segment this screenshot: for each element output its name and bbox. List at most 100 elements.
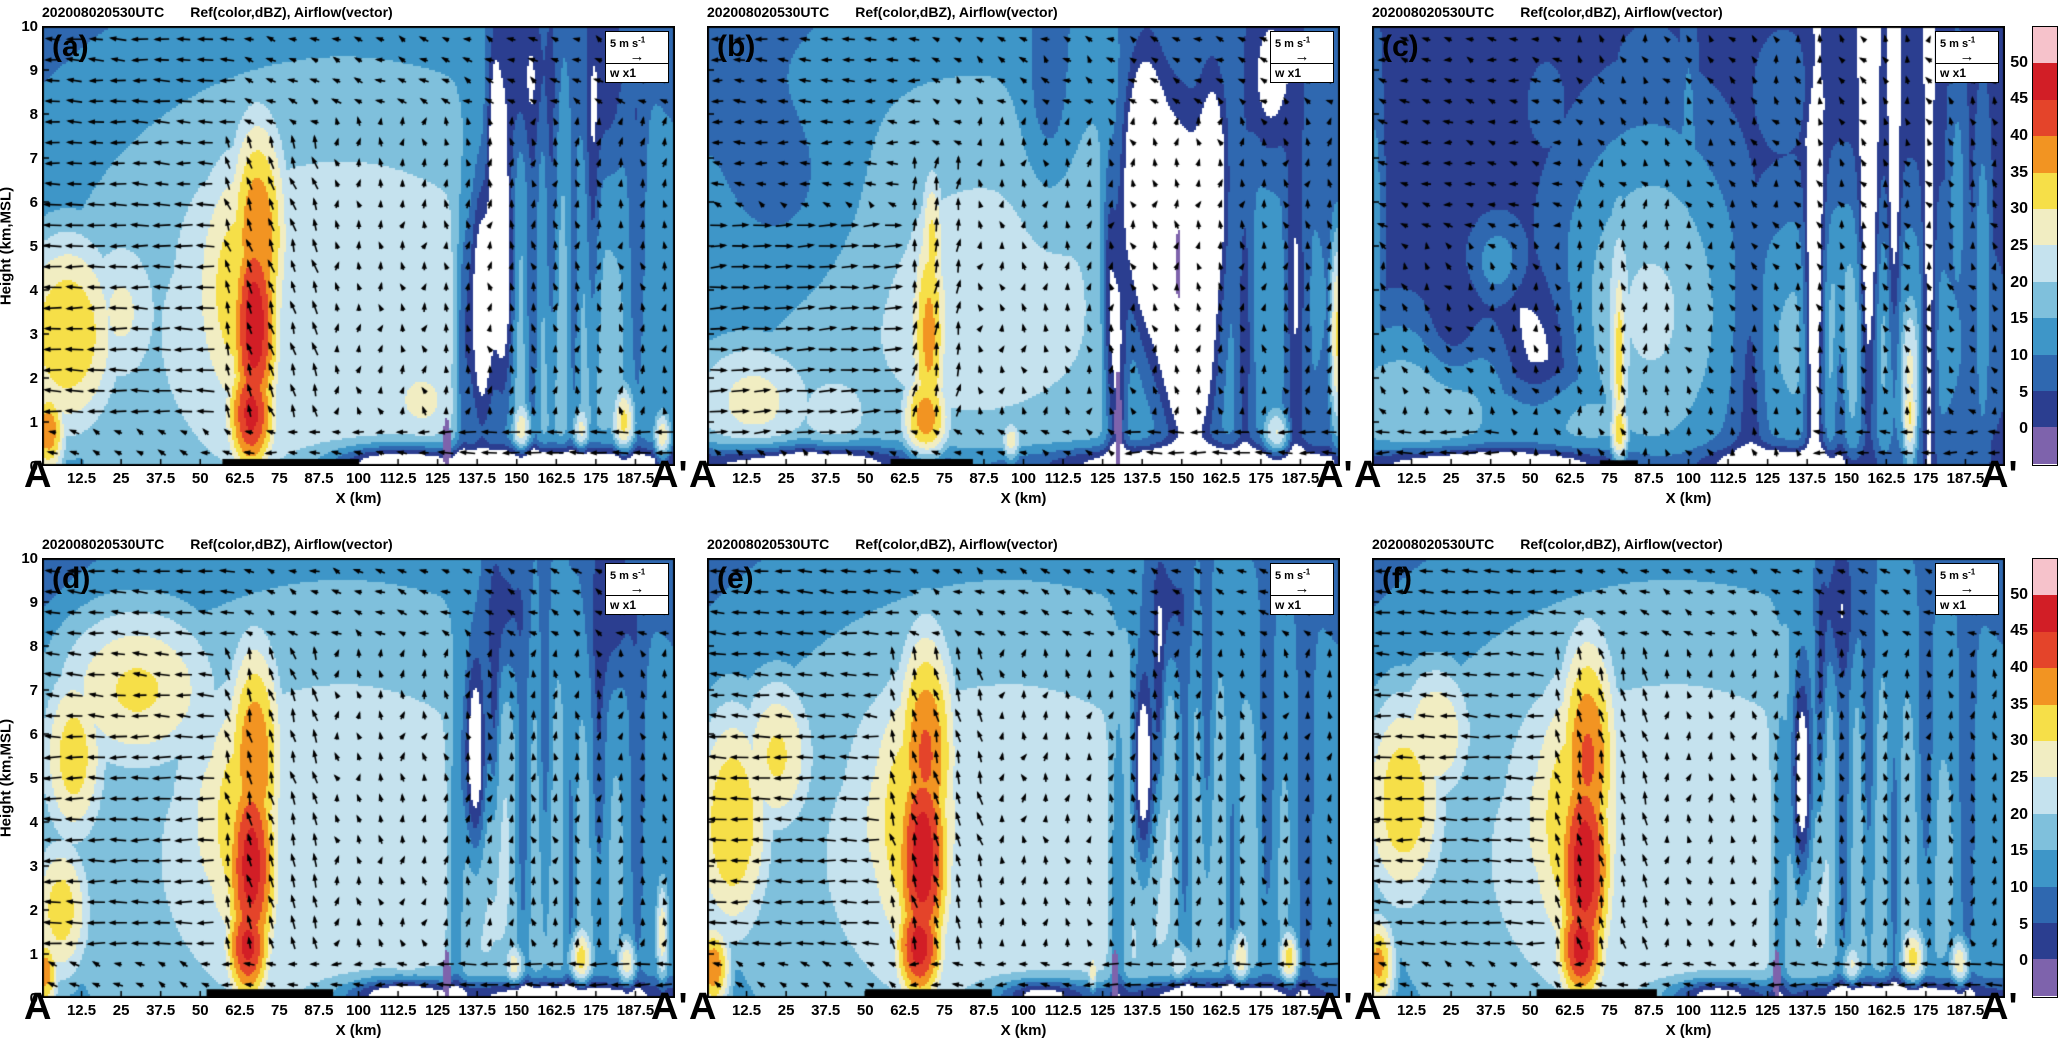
colorbar-segment — [2033, 391, 2057, 428]
colorbar-tick-label: 25 — [2010, 237, 2028, 254]
vector-scale-top: 5 m s-1 → — [1271, 564, 1333, 596]
vector-scale-top: 5 m s-1 → — [1271, 32, 1333, 64]
panel-label-d: (d) — [52, 562, 91, 595]
reflectivity-vector-canvas-f — [1372, 558, 2005, 998]
x-tick-label: 150 — [504, 470, 530, 487]
vector-scale-speed-label: 5 m s-1 — [610, 567, 646, 582]
x-tick-label: 112.5 — [379, 470, 417, 487]
section-marker-end: A' — [1316, 454, 1353, 496]
x-tick-label: 187.5 — [1946, 470, 1985, 487]
colorbar-segment — [2033, 27, 2057, 64]
colorbar — [2032, 558, 2058, 998]
vector-scale-top: 5 m s-1 → — [606, 564, 668, 596]
panel-label-a: (a) — [52, 30, 89, 63]
vector-scale-arrow-icon: → — [629, 580, 645, 597]
x-tick-label: 100 — [1675, 470, 1702, 487]
x-tick-label: 12.5 — [66, 470, 97, 487]
x-tick-label: 137.5 — [1123, 1002, 1161, 1019]
vector-scale-w-label: w x1 — [1940, 598, 1967, 612]
y-tick-label: 6 — [29, 726, 38, 743]
vector-scale-w-label: w x1 — [610, 66, 637, 80]
colorbar-segment — [2033, 354, 2057, 392]
y-axis-label: Height (km,MSL) — [0, 186, 15, 306]
section-marker-end: A' — [1981, 454, 2018, 496]
panel-title: 202008020530UTC Ref(color,dBZ), Airflow(v… — [42, 536, 393, 552]
panel-label-b: (b) — [717, 30, 756, 63]
x-tick-label: 75 — [936, 1002, 953, 1019]
x-tick-label: 75 — [1601, 470, 1618, 487]
colorbar-tick-label: 40 — [2010, 127, 2028, 144]
x-tick-label: 62.5 — [1555, 470, 1585, 487]
x-tick-label: 125 — [1090, 470, 1116, 487]
panel-title: 202008020530UTC Ref(color,dBZ), Airflow(v… — [1372, 4, 1723, 20]
vector-scale-legend: 5 m s-1 → w x1 — [1935, 31, 1999, 83]
section-marker-start: A — [1354, 454, 1382, 496]
x-tick-label: 175 — [1913, 470, 1939, 487]
vector-scale-speed-label: 5 m s-1 — [1275, 35, 1311, 50]
colorbar-segment — [2033, 245, 2057, 282]
x-tick-label: 137.5 — [1788, 470, 1826, 487]
x-tick-label: 87.5 — [1634, 1002, 1664, 1019]
reflectivity-vector-canvas-a — [42, 26, 675, 466]
x-tick-label: 175 — [1248, 470, 1274, 487]
x-tick-label: 50 — [1521, 470, 1539, 487]
y-tick-label: 0 — [29, 458, 38, 475]
x-tick-label: 187.5 — [1281, 1002, 1320, 1019]
x-tick-label: 112.5 — [1044, 1002, 1082, 1019]
colorbar-segment — [2033, 172, 2057, 210]
colorbar-tick-label: 15 — [2010, 842, 2028, 860]
vector-scale-arrow-icon: → — [1294, 580, 1310, 597]
x-tick-label: 150 — [1834, 470, 1860, 487]
y-tick-label: 1 — [29, 946, 38, 963]
x-tick-label: 87.5 — [969, 1002, 999, 1019]
colorbar-segment — [2033, 63, 2057, 100]
colorbar-segment — [2033, 777, 2057, 814]
reflectivity-vector-canvas-c — [1372, 26, 2005, 466]
section-marker-end: A' — [651, 454, 688, 496]
colorbar-segment — [2033, 559, 2057, 596]
vector-scale-speed-label: 5 m s-1 — [1940, 567, 1976, 582]
x-tick-label: 50 — [191, 1002, 209, 1019]
x-tick-label: 125 — [425, 1002, 451, 1019]
x-tick-label: 175 — [1248, 1002, 1274, 1019]
colorbar-segment — [2033, 959, 2057, 996]
vector-scale-arrow-icon: → — [1959, 48, 1975, 65]
x-tick-label: 12.5 — [66, 1002, 97, 1019]
x-tick-label: 12.5 — [731, 1002, 762, 1019]
x-tick-label: 62.5 — [225, 1002, 255, 1019]
x-tick-label: 150 — [504, 1002, 530, 1019]
colorbar-tick-label: 10 — [2010, 879, 2028, 896]
colorbar-segment — [2033, 136, 2057, 173]
y-tick-label: 6 — [29, 194, 38, 211]
x-tick-label: 112.5 — [379, 1002, 417, 1019]
colorbar-segment — [2033, 427, 2057, 464]
colorbar-tick-label: 30 — [2010, 732, 2028, 750]
colorbar-segment — [2033, 704, 2057, 742]
panel-label-c: (c) — [1382, 30, 1419, 63]
vector-scale-speed-exponent: -1 — [1303, 35, 1311, 45]
x-tick-label: 125 — [425, 470, 451, 487]
panel-title: 202008020530UTC Ref(color,dBZ), Airflow(v… — [1372, 536, 1723, 552]
y-tick-label: 3 — [29, 858, 38, 875]
x-tick-label: 112.5 — [1044, 470, 1082, 487]
x-tick-label: 25 — [112, 470, 130, 487]
x-tick-label: 175 — [583, 470, 609, 487]
vector-scale-arrow-icon: → — [629, 48, 645, 65]
panel-title-time: 202008020530UTC — [707, 536, 830, 552]
x-tick-label: 62.5 — [890, 1002, 920, 1019]
x-tick-label: 50 — [856, 470, 874, 487]
colorbar — [2032, 26, 2058, 466]
vector-scale-speed-exponent: -1 — [638, 35, 646, 45]
colorbar-tick-label: 35 — [2010, 695, 2028, 713]
section-marker-start: A — [24, 986, 52, 1028]
colorbar-tick-label: 50 — [2010, 53, 2028, 71]
panel-title: 202008020530UTC Ref(color,dBZ), Airflow(v… — [42, 4, 393, 20]
x-tick-label: 87.5 — [1634, 470, 1664, 487]
x-tick-label: 187.5 — [616, 470, 655, 487]
x-tick-label: 75 — [271, 1002, 288, 1019]
x-tick-label: 75 — [271, 470, 288, 487]
x-tick-label: 100 — [345, 470, 372, 487]
x-axis-label: X (km) — [1665, 1022, 1712, 1039]
colorbar-segment — [2033, 318, 2057, 355]
x-tick-label: 125 — [1755, 1002, 1781, 1019]
